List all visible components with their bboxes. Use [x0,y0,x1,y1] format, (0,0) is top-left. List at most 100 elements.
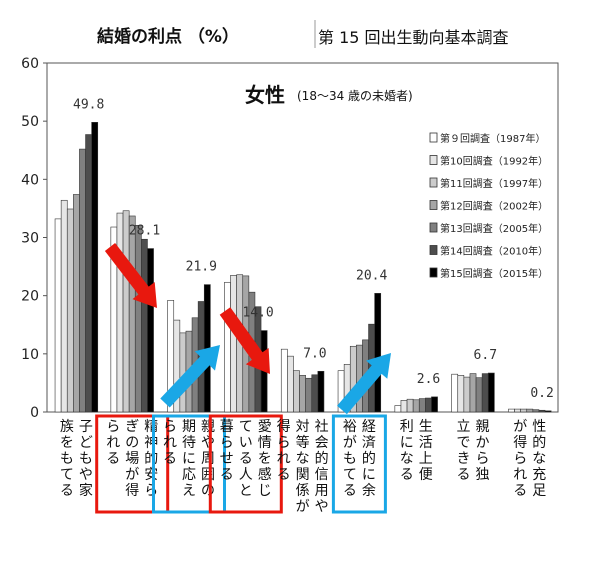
x-category-label: 的 [532,435,546,451]
x-category-label: 得 [277,418,291,435]
x-category-label: が [513,419,527,435]
x-category-label: れ [513,467,527,483]
x-category-label: 期 [182,419,196,435]
x-category-label: 得 [513,434,527,451]
bar [60,199,68,413]
x-category-label: き [457,451,471,467]
bar [317,370,325,413]
y-tick-label: 10 [21,347,39,363]
bar [73,194,80,413]
bar [520,408,528,413]
x-category-label: 周 [201,451,215,467]
x-category-label: て [343,467,357,483]
x-category-label: れ [277,451,291,467]
y-tick-label: 0 [30,405,39,421]
x-category-label: 等 [296,434,310,451]
decrease-arrow [104,243,157,308]
x-category-label: も [343,451,357,467]
x-category-label: 余 [362,482,376,499]
legend-swatch [429,155,438,165]
increase-arrow [160,345,220,408]
x-category-label: で [457,435,471,451]
chart-title: 女性 [245,83,285,107]
bar [116,212,124,413]
x-category-label: 安 [144,467,158,483]
bar [481,373,489,413]
bar [311,374,319,413]
bar [128,215,136,413]
x-category-label: が [343,435,357,451]
x-category-label: ら [163,419,177,435]
bar [463,376,471,413]
bar [526,408,534,413]
x-category-label: 済 [362,435,376,451]
data-label: 21.9 [186,260,217,275]
x-category-label: 裕 [343,419,357,435]
data-label: 0.2 [530,386,553,401]
bar [418,398,426,413]
x-category-label: に [362,467,376,483]
bar [54,218,62,413]
x-category-label: に [182,451,196,467]
bar [230,275,237,413]
y-tick-label: 40 [21,172,39,188]
highlight-box [331,414,387,514]
x-category-label: る [220,467,234,483]
x-category-label: て [60,467,74,483]
data-label: 20.4 [356,268,387,283]
bar [425,397,432,413]
x-category-label: 神 [144,435,158,451]
x-category-label: 上 [419,451,433,467]
increase-arrow [337,353,391,415]
x-category-label: じ [258,483,272,499]
x-category-label: 愛 [258,419,272,435]
x-category-label: か [476,435,490,451]
x-category-label: な [532,451,546,467]
x-category-label: 立 [457,419,471,435]
x-category-label: が [125,467,139,483]
x-category-label: を [258,451,272,467]
x-category-label: る [457,467,471,483]
legend-label: 第10回調査（1992年） [440,155,548,168]
bar [91,122,99,413]
x-category-label: る [239,451,253,467]
data-label: 14.0 [242,306,273,321]
bar [532,409,540,413]
bar [66,208,74,413]
x-category-label: る [60,483,74,499]
highlight-box [152,414,226,514]
x-category-label: る [163,451,177,467]
legend-swatch [429,245,438,255]
x-category-label: 関 [296,467,310,483]
x-category-label: な [400,451,414,467]
legend-swatch [429,267,438,278]
x-category-label: る [400,467,414,483]
bar [544,410,552,413]
x-category-label: れ [106,435,120,451]
x-category-label: 生 [419,419,433,435]
bar [514,408,521,413]
x-category-label: る [106,451,120,467]
x-category-label: 会 [315,435,329,451]
x-category-label: の [125,435,139,451]
bar [475,377,483,413]
bar [141,238,148,413]
x-category-label: に [400,435,414,451]
x-category-label: ぎ [125,419,139,435]
x-category-label: て [239,419,253,435]
x-category-label: も [60,451,74,467]
x-category-label: 信 [315,467,329,483]
x-category-label: ら [106,419,120,435]
x-category-label: 暮 [220,419,234,435]
x-category-label: 人 [239,467,253,483]
x-category-label: 的 [315,451,329,467]
bar [122,210,130,413]
bar [79,148,86,413]
x-category-label: 対 [296,419,310,435]
x-category-label: 精 [144,419,158,435]
bar [287,355,294,413]
x-category-label: 的 [362,451,376,467]
legend-swatch [429,200,438,210]
x-category-label: や [79,467,93,483]
x-category-label: を [60,435,74,451]
